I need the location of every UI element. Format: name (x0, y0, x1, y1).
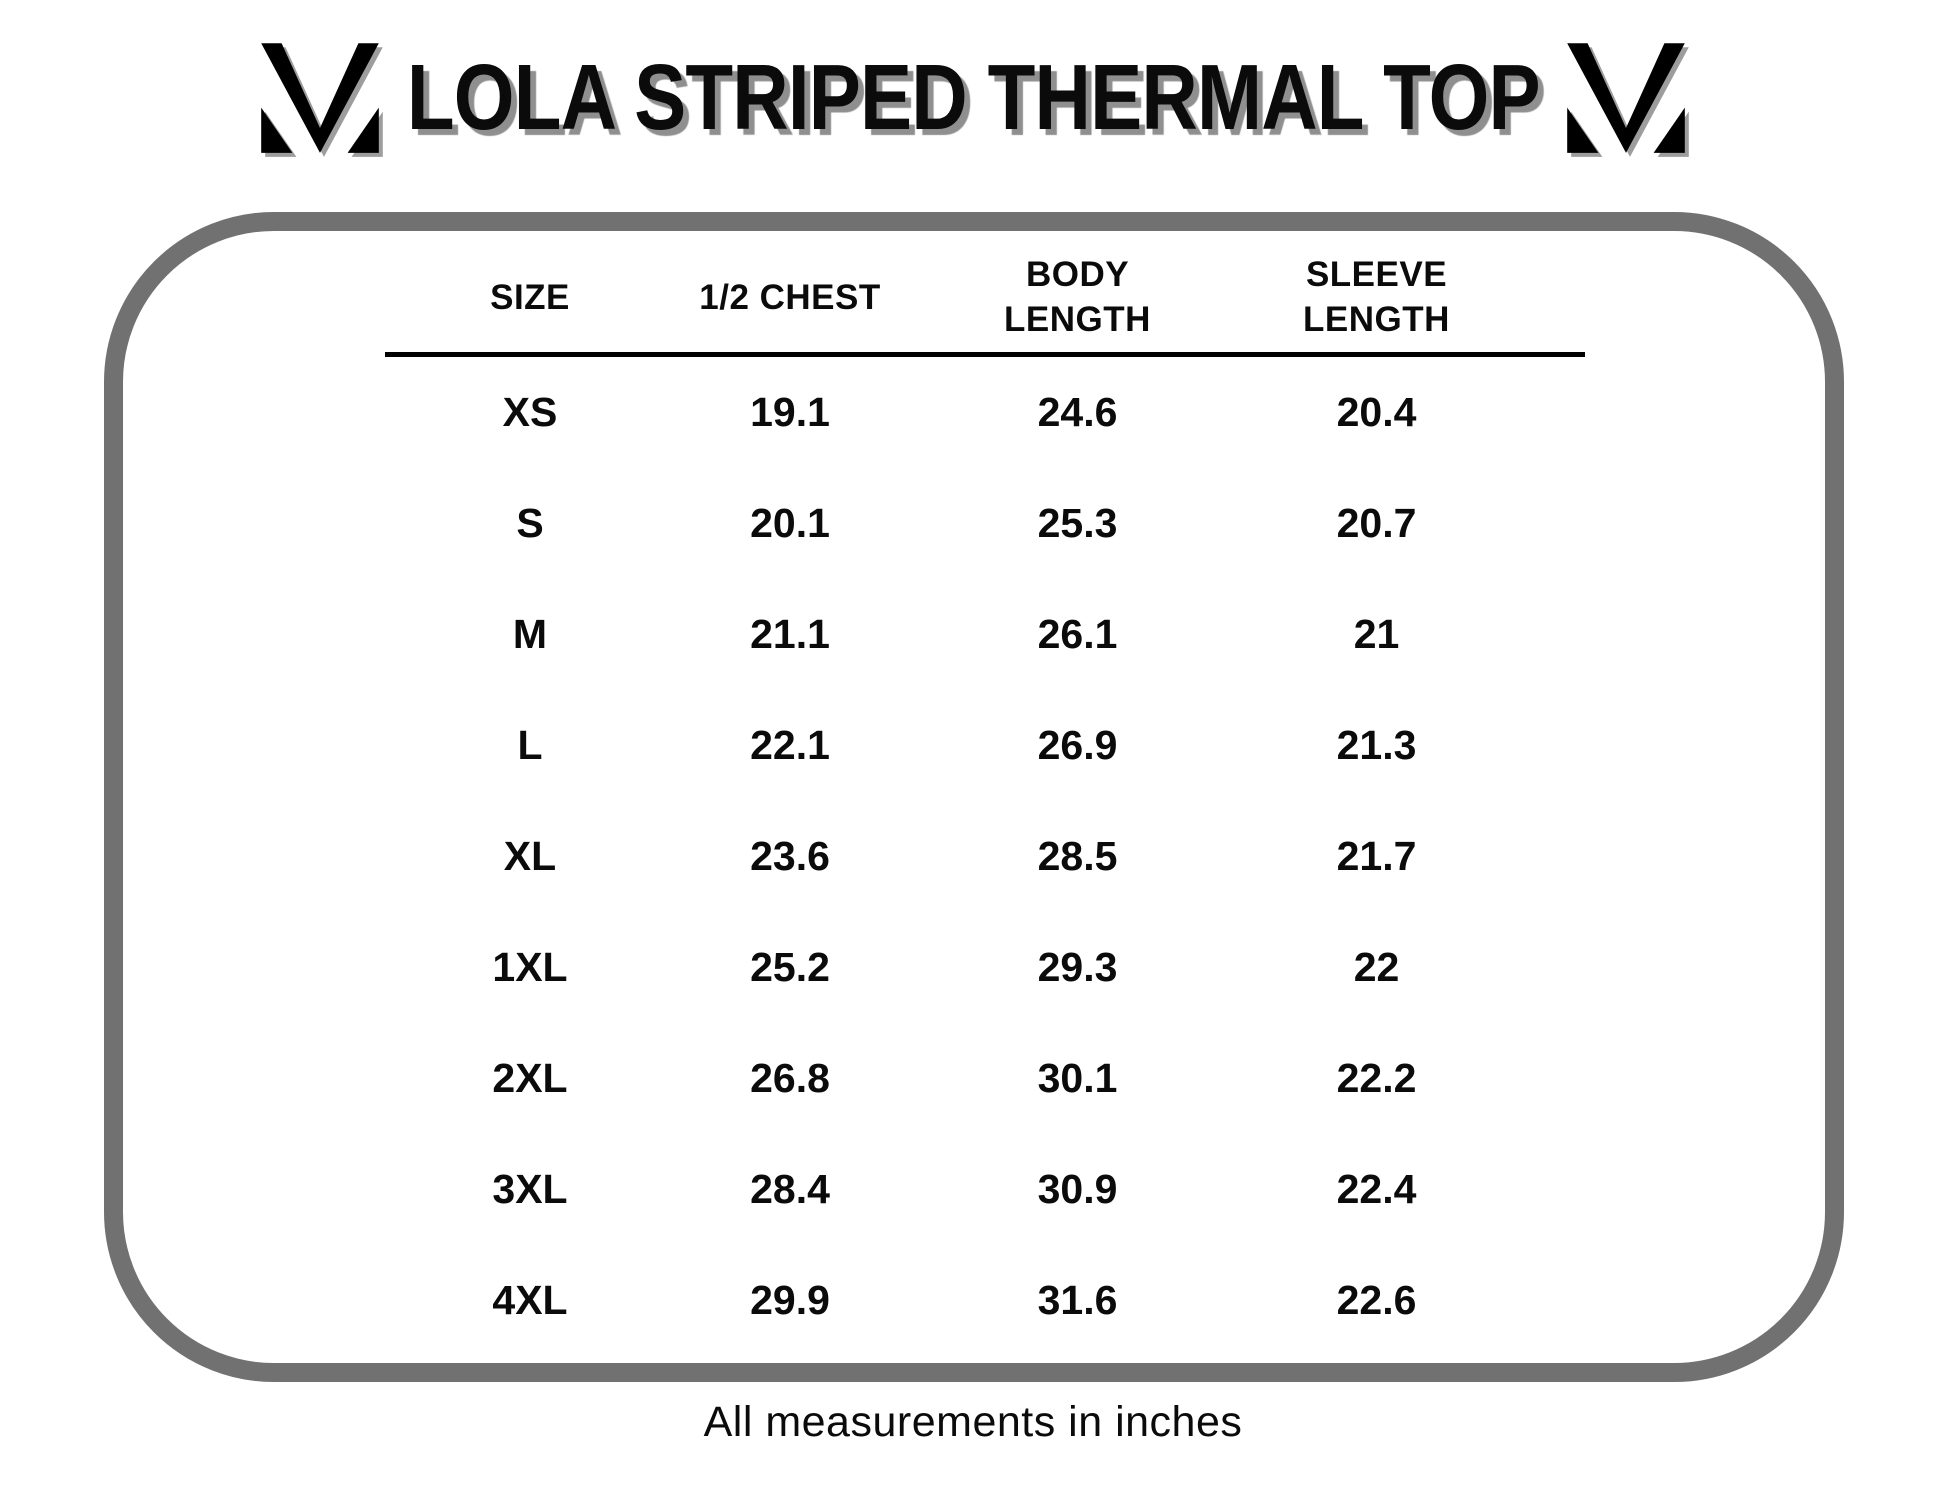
measurement-value: 22.6 (1336, 1277, 1417, 1323)
measurement-value: 22.2 (1336, 1055, 1417, 1101)
table-row: L 22.1 26.9 21.3 (385, 690, 1585, 801)
measurement-value: 29.3 (1037, 944, 1118, 990)
measurement-value: 23.6 (750, 833, 830, 879)
measurement-value: 19.1 (750, 389, 830, 435)
measurement-value: 30.1 (1037, 1055, 1118, 1101)
table-row: M 21.1 26.1 21 (385, 579, 1585, 690)
page-title-text: LOLA STRIPED THERMAL TOP (406, 45, 1541, 149)
column-header-size: SIZE (385, 244, 675, 357)
measurement-value: 22.1 (750, 722, 830, 768)
size-label: S (516, 500, 544, 546)
table-row: XS 19.1 24.6 20.4 (385, 355, 1585, 469)
size-chart-panel (104, 212, 1844, 1382)
measurement-value: 25.3 (1037, 500, 1118, 546)
column-header-body-length: BODY LENGTH (905, 244, 1250, 357)
measurement-value: 26.9 (1037, 722, 1118, 768)
table-row: 4XL 29.9 31.6 22.6 (385, 1245, 1585, 1356)
table-row: XL 23.6 28.5 21.7 (385, 801, 1585, 912)
measurement-value: 22.4 (1336, 1166, 1417, 1212)
header-row: SIZE 1/2 CHEST BODY LENGTH SLEEVE LENGTH (385, 244, 1585, 357)
measurement-value: 29.9 (750, 1277, 830, 1323)
measurement-value: 28.4 (750, 1166, 830, 1212)
mv-monogram-icon (260, 43, 379, 153)
size-label: M (512, 611, 548, 657)
column-header-half-chest: 1/2 CHEST (675, 244, 905, 357)
mv-monogram-icon (1567, 43, 1686, 153)
page-title: LOLA STRIPED THERMAL TOP (394, 51, 1553, 144)
brand-header: LOLA STRIPED THERMAL TOP (0, 30, 1946, 165)
measurement-value: 20.4 (1336, 389, 1417, 435)
size-label: 4XL (492, 1277, 568, 1323)
measurement-value: 25.2 (750, 944, 830, 990)
measurement-value: 21.1 (750, 611, 830, 657)
measurement-value: 22 (1353, 944, 1400, 990)
size-label: L (517, 722, 543, 768)
measurement-value: 20.1 (750, 500, 830, 546)
size-label: XL (503, 833, 557, 879)
measurement-value: 20.7 (1336, 500, 1417, 546)
measurement-value: 21 (1353, 611, 1400, 657)
measurement-value: 21.3 (1336, 722, 1417, 768)
measurement-value: 31.6 (1037, 1277, 1118, 1323)
measurement-value: 30.9 (1037, 1166, 1118, 1212)
measurement-value: 28.5 (1037, 833, 1118, 879)
measurements-note: All measurements in inches (703, 1398, 1243, 1446)
size-label: 2XL (492, 1055, 568, 1101)
table-row: 1XL 25.2 29.3 22 (385, 912, 1585, 1023)
table-row: 3XL 28.4 30.9 22.4 (385, 1134, 1585, 1245)
size-table-body: XS 19.1 24.6 20.4 S 20.1 25.3 20.7 M 21.1 26.1 21 L 2… (385, 355, 1585, 1357)
measurement-value: 24.6 (1037, 389, 1118, 435)
table-row: S 20.1 25.3 20.7 (385, 468, 1585, 579)
column-header-sleeve-length: SLEEVE LENGTH (1250, 244, 1585, 357)
measurement-value: 26.8 (750, 1055, 830, 1101)
measurement-value: 26.1 (1037, 611, 1118, 657)
size-label: 1XL (492, 944, 568, 990)
measurement-value: 21.7 (1336, 833, 1417, 879)
size-chart-table: SIZE 1/2 CHEST BODY LENGTH SLEEVE LENGTH… (385, 244, 1585, 1356)
table-row: 2XL 26.8 30.1 22.2 (385, 1023, 1585, 1134)
size-label: XS (502, 389, 558, 435)
size-label: 3XL (492, 1166, 568, 1212)
